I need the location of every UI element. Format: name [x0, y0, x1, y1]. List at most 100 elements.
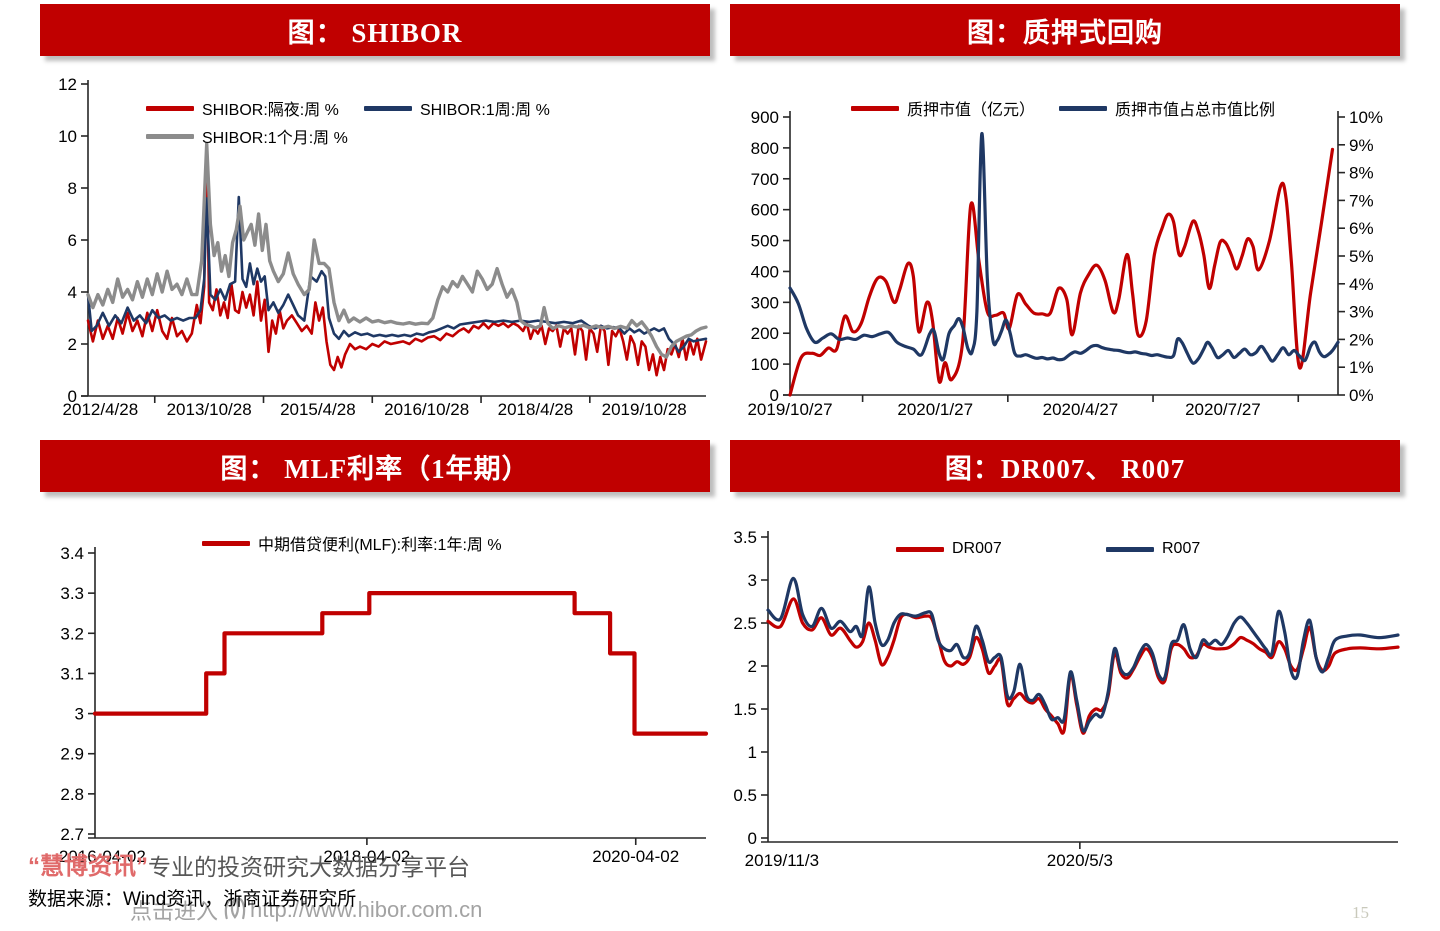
- legend-label: SHIBOR:1个月:周 %: [202, 130, 348, 147]
- shibor-y-tick-label: 8: [68, 179, 77, 198]
- repo-series-line-0: [788, 147, 1335, 397]
- legend-item-shibor-1m: SHIBOR:1个月:周 %: [146, 124, 348, 148]
- mlf-y-tick-label: 2.9: [60, 745, 84, 764]
- chart-title-banner-repo: 图：质押式回购: [730, 4, 1400, 56]
- watermark-brand: “慧博资讯”: [28, 853, 148, 880]
- mlf-y-tick-label: 2.8: [60, 785, 84, 804]
- shibor-y-tick-label: 12: [58, 75, 77, 94]
- legend-item-mlf: 中期借贷便利(MLF):利率:1年:周 %: [202, 531, 502, 555]
- repo-x-tick-label: 2020/4/27: [1043, 400, 1119, 419]
- repo-series-line-1: [788, 132, 1340, 365]
- line-swatch-gray: [146, 133, 194, 139]
- legend-label: 中期借贷便利(MLF):利率:1年:周 %: [258, 537, 502, 554]
- dr007-y-tick-label: 0.5: [733, 786, 757, 805]
- repo-y2-tick-label: 6%: [1349, 219, 1374, 238]
- chart-title-banner-dr007: 图：DR007、 R007: [730, 440, 1400, 492]
- mlf-x-tick-label: 2020-04-02: [592, 847, 679, 866]
- legend-label: 质押市值占总市值比例: [1115, 102, 1276, 119]
- dr007-x-tick-label: 2019/11/3: [745, 851, 819, 870]
- shibor-y-tick-label: 0: [68, 387, 77, 406]
- repo-y2-tick-label: 2%: [1349, 330, 1374, 349]
- legend-item-dr007: DR007: [896, 540, 1002, 558]
- repo-x-tick-label: 2020/7/27: [1185, 400, 1261, 419]
- line-swatch-navy: [1059, 105, 1107, 111]
- mlf-y-tick-label: 3.2: [60, 624, 84, 643]
- chart-title-banner-shibor: 图： SHIBOR: [40, 4, 710, 56]
- dr007-y-tick-label: 0: [748, 829, 757, 848]
- legend-label: DR007: [952, 540, 1002, 557]
- legend-item-shibor-overnight: SHIBOR:隔夜:周 %: [146, 96, 339, 120]
- shibor-series-line-2: [86, 142, 708, 359]
- mlf-y-tick-label: 2.7: [60, 825, 84, 844]
- shibor-y-tick-label: 2: [68, 335, 77, 354]
- repo-y-tick-label: 400: [751, 262, 779, 281]
- mlf-series-line-0: [92, 591, 709, 736]
- repo-y2-tick-label: 5%: [1349, 247, 1374, 266]
- dr007-y-tick-label: 2: [748, 657, 757, 676]
- repo-y2-tick-label: 0%: [1349, 386, 1374, 405]
- repo-y-tick-label: 300: [751, 293, 779, 312]
- repo-y-tick-label: 700: [751, 170, 779, 189]
- mlf-x-tick-label: 2018-04-02: [323, 847, 410, 866]
- repo-y2-tick-label: 9%: [1349, 136, 1374, 155]
- repo-y-tick-label: 800: [751, 139, 779, 158]
- watermark-link-url: http://www.hibor.com.cn: [250, 897, 483, 922]
- repo-y2-tick-label: 3%: [1349, 303, 1374, 322]
- line-swatch-navy: [1106, 546, 1154, 552]
- mlf-y-tick-label: 3.3: [60, 584, 84, 603]
- repo-y-tick-label: 500: [751, 232, 779, 251]
- repo-y2-tick-label: 8%: [1349, 164, 1374, 183]
- dr007-y-tick-label: 1.5: [733, 700, 757, 719]
- data-source-note: 数据来源：Wind资讯，浙商证券研究所: [28, 889, 357, 910]
- shibor-x-tick-label: 2015/4/28: [280, 400, 356, 419]
- dr007-y-tick-label: 1: [748, 743, 757, 762]
- line-swatch-red: [851, 105, 899, 111]
- repo-y2-tick-label: 7%: [1349, 191, 1374, 210]
- shibor-x-tick-label: 2019/10/28: [602, 400, 687, 419]
- repo-y-tick-label: 100: [751, 355, 779, 374]
- watermark-tagline: 专业的投资研究大数据分享平台: [148, 854, 470, 880]
- mlf-x-tick-label: 2016-04-02: [59, 847, 146, 866]
- line-swatch-navy: [364, 105, 412, 111]
- shibor-y-tick-label: 6: [68, 231, 77, 250]
- watermark-link-prefix: 点击进入: [130, 899, 219, 924]
- legend-label: 质押市值（亿元）: [907, 102, 1036, 119]
- shibor-x-tick-label: 2013/10/28: [167, 400, 252, 419]
- legend-label: R007: [1162, 540, 1201, 557]
- repo-y2-tick-label: 1%: [1349, 358, 1374, 377]
- dr007-series-line-0: [766, 597, 1400, 735]
- dr007-y-tick-label: 3.5: [733, 528, 757, 547]
- dr007-y-tick-label: 2.5: [733, 614, 757, 633]
- line-swatch-red: [202, 540, 250, 546]
- chart-title-banner-mlf: 图： MLF利率（1年期）: [40, 440, 710, 492]
- hibor-logo-icon: [222, 893, 246, 927]
- dr007-series-line-1: [766, 576, 1400, 733]
- watermark-link: 点击进入 http://www.hibor.com.cn: [130, 893, 482, 927]
- repo-y-tick-label: 0: [770, 386, 779, 405]
- shibor-y-tick-label: 4: [68, 283, 77, 302]
- line-swatch-red: [146, 105, 194, 111]
- repo-y-tick-label: 200: [751, 324, 779, 343]
- mlf-y-tick-label: 3.1: [60, 664, 84, 683]
- legend-label: SHIBOR:1周:周 %: [420, 102, 550, 119]
- repo-y-tick-label: 600: [751, 201, 779, 220]
- legend-label: SHIBOR:隔夜:周 %: [202, 102, 339, 119]
- page-number: 15: [1352, 903, 1369, 922]
- mlf-y-tick-label: 3: [75, 705, 84, 724]
- dr007-y-tick-label: 3: [748, 571, 757, 590]
- shibor-y-tick-label: 10: [58, 127, 77, 146]
- legend-item-shibor-1w: SHIBOR:1周:周 %: [364, 96, 550, 120]
- repo-y2-tick-label: 4%: [1349, 275, 1374, 294]
- repo-y2-tick-label: 10%: [1349, 108, 1383, 127]
- shibor-x-tick-label: 2018/4/28: [498, 400, 574, 419]
- shibor-x-tick-label: 2016/10/28: [384, 400, 469, 419]
- repo-x-tick-label: 2019/10/27: [747, 400, 832, 419]
- repo-x-tick-label: 2020/1/27: [897, 400, 973, 419]
- legend-item-r007: R007: [1106, 540, 1200, 558]
- legend-item-repo-ratio: 质押市值占总市值比例: [1059, 96, 1275, 120]
- mlf-y-tick-label: 3.4: [60, 544, 84, 563]
- shibor-x-tick-label: 2012/4/28: [63, 400, 139, 419]
- shibor-series-line-0: [86, 145, 708, 377]
